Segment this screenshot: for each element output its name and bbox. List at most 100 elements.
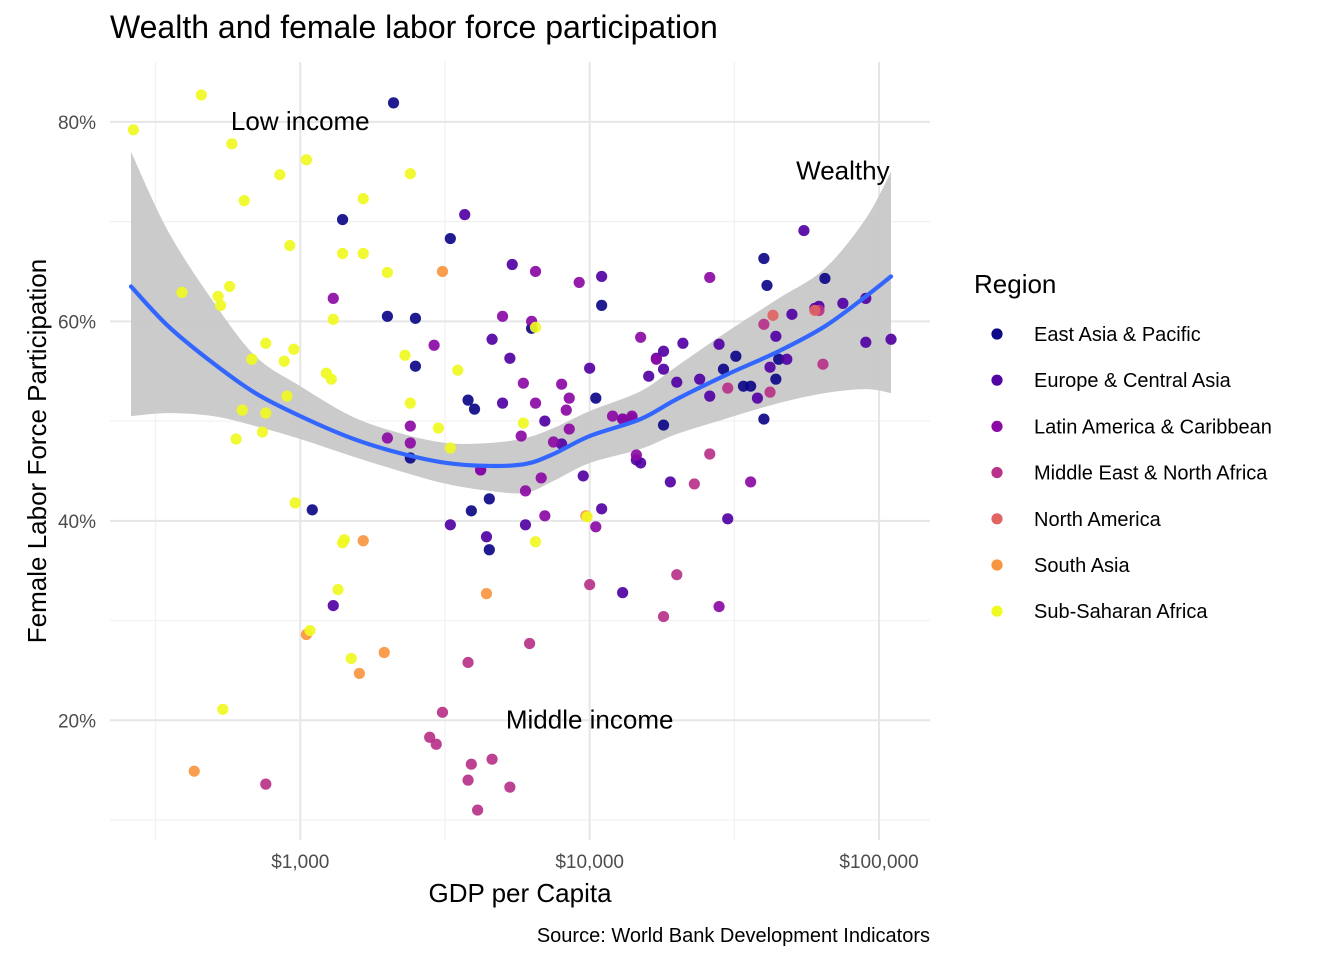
legend: Region East Asia & Pacific Europe & Centr… [974, 269, 1272, 623]
data-point-europe-central-asia [657, 345, 670, 357]
data-point-latin-america-caribbean [745, 476, 757, 488]
data-point-sub-saharan-africa [224, 280, 236, 293]
data-point-europe-central-asia [860, 336, 872, 348]
data-point-latin-america-caribbean [327, 292, 339, 304]
data-point-middle-east-north-africa [424, 731, 436, 743]
legend-swatch [991, 513, 1003, 525]
data-point-east-asia-pacific [444, 232, 456, 245]
data-point-europe-central-asia [713, 338, 725, 350]
data-points [127, 89, 897, 816]
data-point-east-asia-pacific [483, 493, 495, 505]
data-point-sub-saharan-africa [381, 266, 393, 279]
data-point-sub-saharan-africa [357, 247, 369, 260]
data-point-south-asia [357, 535, 369, 547]
data-point-east-asia-pacific [773, 353, 785, 365]
y-axis-tick-labels: 20% 40% 60% 80% [58, 113, 96, 732]
data-point-sub-saharan-africa [217, 703, 229, 715]
x-tick-label: $1,000 [271, 852, 329, 873]
data-point-sub-saharan-africa [260, 407, 272, 419]
data-point-europe-central-asia [496, 397, 509, 409]
data-point-middle-east-north-africa [657, 610, 670, 623]
chart-title: Wealth and female labor force participat… [110, 9, 718, 45]
data-point-latin-america-caribbean [606, 410, 619, 422]
data-point-east-asia-pacific [462, 394, 474, 406]
data-point-europe-central-asia [596, 270, 608, 283]
data-point-south-asia [353, 667, 365, 680]
data-point-europe-central-asia [786, 308, 798, 320]
data-point-sub-saharan-africa [404, 168, 416, 180]
data-point-sub-saharan-africa [256, 426, 269, 438]
data-point-europe-central-asia [837, 297, 849, 309]
data-point-latin-america-caribbean [381, 432, 393, 444]
data-point-latin-america-caribbean [704, 271, 716, 284]
data-point-latin-america-caribbean [535, 472, 547, 484]
data-point-east-asia-pacific [409, 312, 422, 324]
legend-title: Region [974, 269, 1056, 299]
x-axis-title: GDP per Capita [428, 878, 612, 908]
data-point-latin-america-caribbean [590, 521, 602, 533]
y-tick-label: 60% [58, 312, 96, 333]
data-point-europe-central-asia [539, 415, 551, 427]
data-point-sub-saharan-africa [300, 154, 313, 166]
data-point-sub-saharan-africa [357, 193, 369, 205]
data-point-sub-saharan-africa [404, 397, 416, 409]
data-point-sub-saharan-africa [336, 537, 349, 549]
data-point-latin-america-caribbean [573, 276, 585, 289]
data-point-latin-america-caribbean [404, 437, 416, 449]
data-point-europe-central-asia [584, 362, 596, 374]
data-point-europe-central-asia [671, 376, 683, 388]
data-point-south-asia [378, 646, 390, 659]
data-point-middle-east-north-africa [688, 478, 700, 490]
data-point-east-asia-pacific [465, 505, 477, 517]
data-point-europe-central-asia [486, 333, 498, 345]
annotation-low-income: Low income [231, 106, 370, 136]
data-point-europe-central-asia [798, 224, 810, 237]
annotation-wealthy: Wealthy [796, 156, 889, 186]
data-point-east-asia-pacific [409, 360, 422, 372]
data-point-middle-east-north-africa [486, 753, 498, 765]
data-point-east-asia-pacific [387, 97, 400, 109]
data-point-latin-america-caribbean [515, 430, 527, 442]
x-axis-tick-labels: $1,000 $10,000 $100,000 [271, 852, 918, 873]
legend-items: East Asia & Pacific Europe & Central Asia… [991, 324, 1272, 623]
data-point-latin-america-caribbean [496, 310, 509, 322]
data-point-middle-east-north-africa [758, 318, 770, 330]
data-point-north-america [809, 304, 821, 316]
y-tick-label: 40% [58, 512, 96, 533]
data-point-latin-america-caribbean [650, 353, 662, 365]
data-point-sub-saharan-africa [581, 511, 593, 523]
data-point-east-asia-pacific [819, 272, 831, 285]
legend-swatch [991, 374, 1003, 386]
data-point-middle-east-north-africa [764, 386, 776, 398]
data-point-east-asia-pacific [730, 350, 742, 362]
data-point-sub-saharan-africa [127, 124, 139, 136]
data-point-sub-saharan-africa [238, 195, 250, 207]
annotations: Low income Middle income Wealthy [231, 106, 890, 734]
data-point-sub-saharan-africa [327, 313, 339, 325]
data-point-sub-saharan-africa [529, 321, 542, 333]
data-point-europe-central-asia [504, 352, 516, 364]
data-point-europe-central-asia [444, 519, 456, 531]
data-point-latin-america-caribbean [404, 420, 416, 432]
y-axis-title: Female Labor Force Participation [22, 259, 52, 643]
data-point-sub-saharan-africa [288, 343, 300, 355]
data-point-sub-saharan-africa [260, 337, 272, 349]
data-point-europe-central-asia [643, 370, 655, 382]
data-point-sub-saharan-africa [284, 239, 296, 252]
data-point-europe-central-asia [459, 209, 471, 221]
data-point-europe-central-asia [704, 390, 716, 402]
data-point-sub-saharan-africa [230, 433, 242, 445]
data-point-sub-saharan-africa [246, 353, 258, 365]
y-tick-label: 80% [58, 113, 96, 134]
data-point-latin-america-caribbean [626, 410, 638, 422]
data-point-sub-saharan-africa [195, 89, 207, 101]
data-point-europe-central-asia [781, 353, 793, 365]
legend-label: North America [1034, 509, 1162, 531]
data-point-east-asia-pacific [761, 279, 773, 292]
data-point-sub-saharan-africa [325, 373, 337, 385]
data-point-sub-saharan-africa [432, 422, 444, 434]
data-point-east-asia-pacific [745, 380, 757, 392]
confidence-band [130, 151, 892, 494]
data-point-east-asia-pacific [381, 310, 393, 322]
